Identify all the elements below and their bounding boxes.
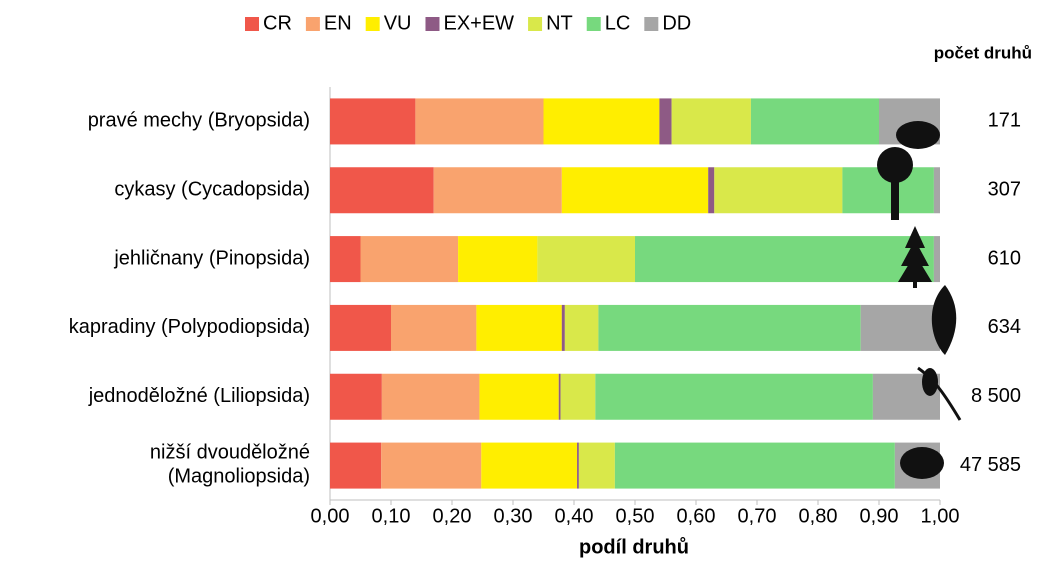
legend-swatch [644,17,659,31]
bar-segment [860,304,940,351]
bar-segment [714,167,843,214]
x-tick-label: 0,70 [738,505,777,527]
bar-segment [481,442,578,489]
bar-segment [708,167,715,214]
legend-label: EN [324,12,352,34]
bar-segment [578,442,615,489]
count-header: počet druhů [934,43,1032,62]
legend-label: CR [263,12,292,34]
bar-segment [330,236,361,283]
x-tick-label: 0,30 [494,505,533,527]
x-tick-label: 1,00 [921,505,960,527]
bar-segment [330,373,382,420]
count-label: 307 [988,179,1021,201]
icons [877,121,962,479]
y-tick-label: jehličnany (Pinopsida) [113,247,310,269]
bar-segment [933,167,940,214]
bar-segment [330,304,391,351]
bar-segment [561,304,565,351]
legend-label: LC [605,12,631,34]
y-tick-label: cykasy (Cycadopsida) [114,179,310,201]
grain-icon [917,366,962,421]
bar-segment [659,98,672,145]
legend-swatch [305,17,320,31]
fern-icon [931,285,957,355]
bar-segment [750,98,879,145]
bar-segment [933,236,940,283]
bar-segment [381,442,482,489]
bar-segment [391,304,477,351]
bar-segment [537,236,635,283]
legend-swatch [586,17,601,31]
legend-swatch [245,17,259,31]
cycad-trunk [891,175,899,220]
bar-segment [360,236,459,283]
bar-segment [458,236,538,283]
tree-trunk [913,280,917,288]
count-label: 171 [988,110,1021,132]
bar-segment [330,442,382,489]
bar-segment [598,304,861,351]
y-tick-label: nižší dvouděložné (Magnoliopsida) [150,442,310,488]
x-tick-label: 0,40 [555,505,594,527]
legend-swatch [425,17,440,31]
y-tick-label: jednoděložné (Liliopsida) [88,385,310,407]
count-label: 8 500 [971,385,1021,407]
bar-segment [595,373,873,420]
bar-segment [381,373,480,420]
bar-segment [330,98,416,145]
bar-segment [415,98,544,145]
count-label: 610 [988,247,1021,269]
x-tick-label: 0,90 [860,505,899,527]
tree-icon [898,226,932,282]
bar-segment [479,373,559,420]
y-tick-label: pravé mechy (Bryopsida) [88,110,310,132]
legend-label: VU [384,12,412,34]
x-tick-label: 0,00 [311,505,350,527]
x-tick-label: 0,20 [433,505,472,527]
bar-segment [330,167,434,214]
bar-segment [560,373,596,420]
bar-segment [558,373,561,420]
x-tick-label: 0,60 [677,505,716,527]
moss-icon [896,121,940,149]
grain-head [922,368,938,396]
x-tick-label: 0,10 [372,505,411,527]
y-tick-label: kapradiny (Polypodiopsida) [69,316,310,338]
x-axis-label: podíl druhů [579,536,689,558]
bar-segment [561,167,709,214]
bar-segment [635,236,934,283]
legend-swatch [365,17,380,31]
count-label: 47 585 [960,454,1021,476]
x-tick-label: 0,80 [799,505,838,527]
legend-label: DD [662,12,691,34]
bar-segment [433,167,562,214]
lotus-icon [900,447,944,479]
count-label: 634 [988,316,1021,338]
bar-segment [614,442,895,489]
legend-label: EX+EW [443,12,514,34]
cycad-crown [877,147,913,183]
bar-segment [543,98,660,145]
x-tick-label: 0,50 [616,505,655,527]
bar-segment [564,304,599,351]
legend-label: NT [546,12,573,34]
bar-segment [577,442,579,489]
legend-swatch [528,17,543,31]
bar-segment [671,98,751,145]
bar-segment [476,304,562,351]
